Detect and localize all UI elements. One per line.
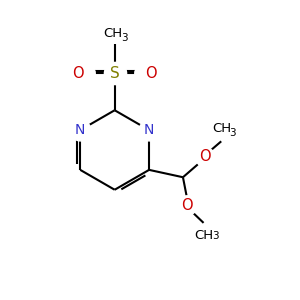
Text: 3: 3 — [212, 231, 218, 241]
Text: CH: CH — [195, 229, 214, 242]
Text: 3: 3 — [230, 128, 236, 138]
Text: S: S — [110, 66, 119, 81]
Text: CH: CH — [103, 27, 123, 40]
Text: CH: CH — [212, 122, 231, 135]
Text: N: N — [75, 123, 86, 137]
Text: 3: 3 — [121, 32, 128, 43]
Text: O: O — [146, 66, 157, 81]
Text: O: O — [182, 198, 193, 213]
Text: O: O — [72, 66, 84, 81]
Text: O: O — [199, 149, 211, 164]
Text: N: N — [144, 123, 154, 137]
